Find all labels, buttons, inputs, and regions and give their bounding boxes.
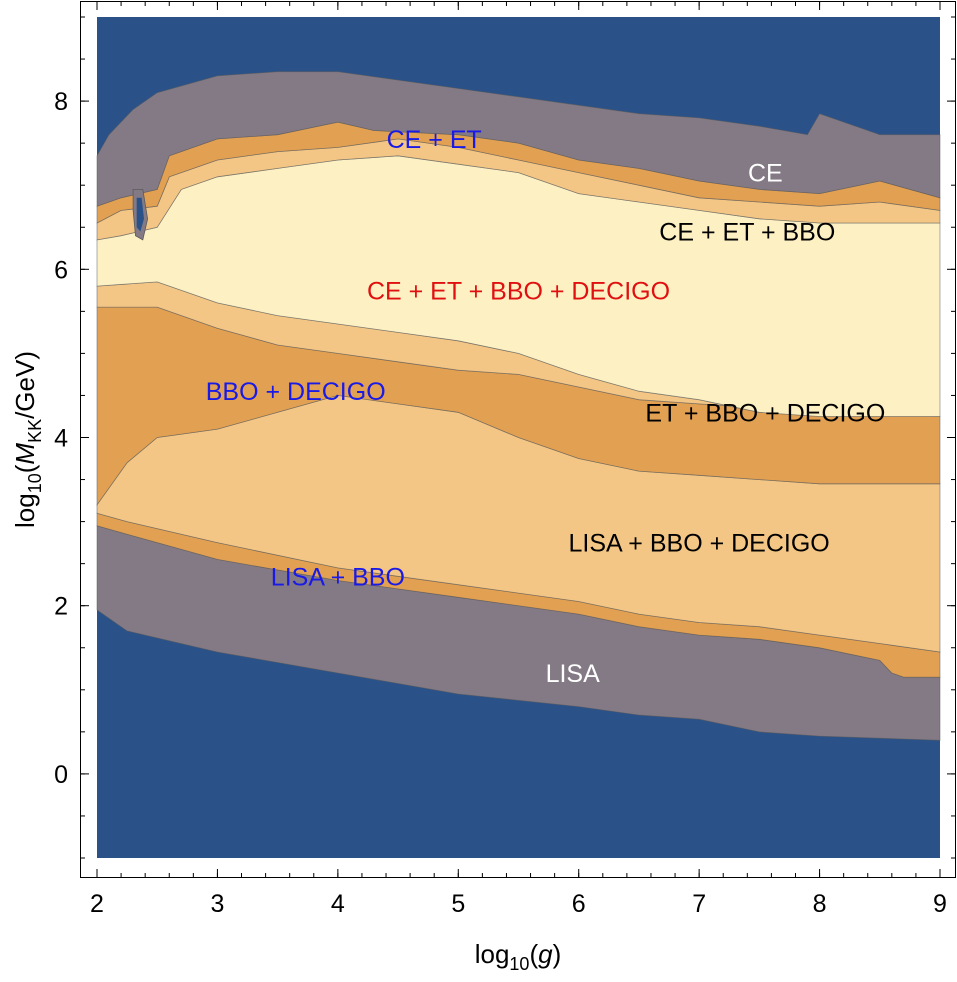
region-labels: CE + ET CE CE + ET + BBO CE + ET + BBO + DE… bbox=[206, 126, 886, 688]
y-tick-label: 8 bbox=[54, 88, 68, 116]
plot-area bbox=[96, 17, 941, 858]
frame-border bbox=[80, 1, 956, 878]
y-tick-label: 6 bbox=[54, 256, 68, 284]
region-island-core bbox=[136, 197, 144, 232]
x-tick-label: 4 bbox=[331, 890, 345, 918]
label-lisa-bbo-decigo: LISA + BBO + DECIGO bbox=[569, 530, 830, 558]
label-ce-et-bbo-decigo: CE + ET + BBO + DECIGO bbox=[367, 277, 670, 305]
y-axis-title: log10(MKK/GeV) bbox=[10, 351, 45, 528]
label-ce-et-bbo: CE + ET + BBO bbox=[659, 218, 835, 246]
x-tick-label: 9 bbox=[933, 890, 947, 918]
x-axis-title: log10(g) bbox=[475, 939, 562, 974]
label-bbo-decigo: BBO + DECIGO bbox=[206, 378, 386, 406]
label-ce: CE bbox=[748, 160, 783, 188]
x-tick-label: 6 bbox=[572, 890, 586, 918]
x-tick-label: 3 bbox=[210, 890, 224, 918]
x-tick-label: 7 bbox=[692, 890, 706, 918]
x-tick-label: 2 bbox=[90, 890, 104, 918]
x-tick-label: 5 bbox=[451, 890, 465, 918]
label-lisa: LISA bbox=[546, 660, 601, 688]
label-lisa-bbo: LISA + BBO bbox=[271, 563, 405, 591]
axis-ticks: 2 3 4 5 6 7 8 9 0 2 4 6 8 bbox=[54, 1, 956, 918]
y-tick-label: 4 bbox=[54, 425, 68, 453]
y-tick-label: 2 bbox=[54, 593, 68, 621]
region-ce bbox=[96, 71, 941, 207]
y-tick-label: 0 bbox=[54, 761, 68, 789]
label-et-bbo-decigo: ET + BBO + DECIGO bbox=[645, 399, 885, 427]
plot-frame bbox=[80, 1, 956, 878]
x-tick-label: 8 bbox=[813, 890, 827, 918]
label-ce-et: CE + ET bbox=[387, 126, 482, 154]
